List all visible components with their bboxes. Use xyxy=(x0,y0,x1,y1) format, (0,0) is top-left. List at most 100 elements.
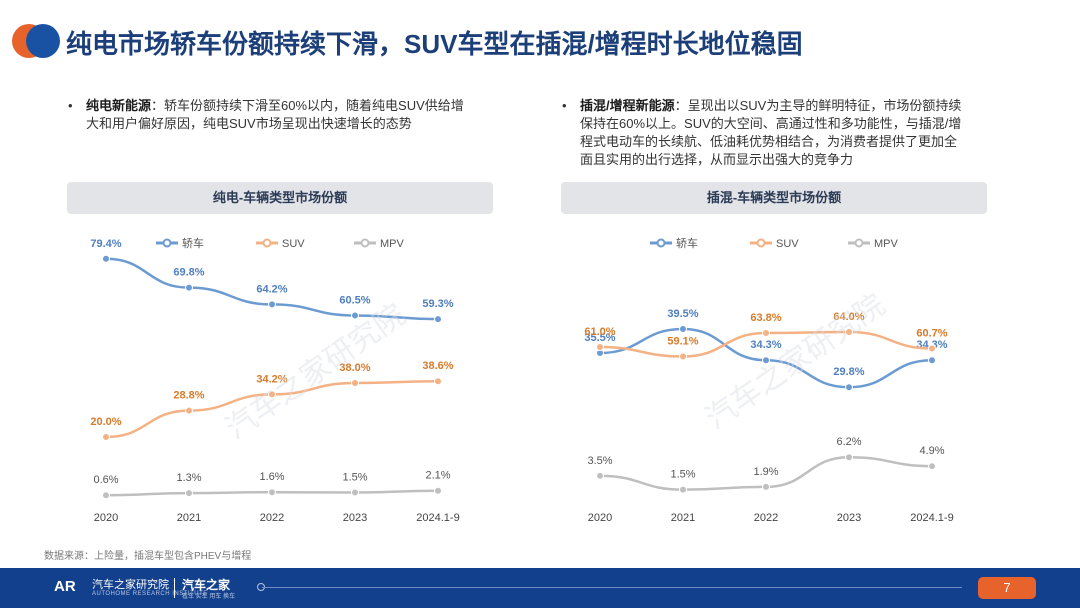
legend-label: MPV xyxy=(874,238,899,250)
left-bullet-line1: ：轿车份额持续下滑至60%以内，随着纯电SUV供给增 xyxy=(151,98,464,113)
data-point xyxy=(928,462,936,471)
data-point xyxy=(351,379,359,387)
x-tick-label: 2021 xyxy=(177,512,201,524)
data-label: 6.2% xyxy=(836,436,861,448)
legend-item-2: MPV xyxy=(354,238,405,250)
data-point xyxy=(185,406,193,415)
legend-marker-icon xyxy=(656,238,666,248)
x-tick-label: 2023 xyxy=(837,512,861,524)
data-point xyxy=(845,328,853,336)
data-label: 64.2% xyxy=(256,283,287,295)
right-bullet: • 插混/增程新能源：呈现出以SUV为主导的鲜明特征，市场份额持续 保持在60%… xyxy=(562,97,1010,169)
x-tick-label: 2021 xyxy=(671,512,695,524)
right-bullet-line1: ：呈现出以SUV为主导的鲜明特征，市场份额持续 xyxy=(674,98,962,113)
data-point xyxy=(845,383,853,392)
legend-label: 轿车 xyxy=(182,236,204,250)
data-label: 34.2% xyxy=(256,373,287,385)
data-label: 61.0% xyxy=(584,326,615,338)
page-title: 纯电市场轿车份额持续下滑，SUV车型在插混/增程时长地位稳固 xyxy=(66,29,803,59)
left-bullet-line2: 大和用户偏好原因，纯电SUV市场呈现出快速增长的态势 xyxy=(86,116,412,131)
data-label: 38.6% xyxy=(422,360,453,372)
data-point xyxy=(268,488,276,497)
legend-marker-icon xyxy=(262,238,272,248)
x-tick-label: 2022 xyxy=(754,512,778,524)
x-tick-label: 2022 xyxy=(260,512,284,524)
legend-item-0: 轿车 xyxy=(650,236,698,250)
legend-label: SUV xyxy=(282,238,305,250)
data-point xyxy=(596,471,604,480)
data-point xyxy=(434,486,442,495)
left-bullet-label: 纯电新能源 xyxy=(86,98,152,113)
legend-item-1: SUV xyxy=(750,238,799,250)
data-point xyxy=(679,352,687,361)
left-line-chart: 轿车 SUV MPV 79.4% 69.8% 64.2% 60.5% 59.3% 20.0% 28… xyxy=(90,236,459,524)
x-tick-label: 2024.1-9 xyxy=(910,512,953,524)
right-bullet-line3: 程式电动车的长续航、低油耗优势相结合，为消费者提供了更加全 xyxy=(580,134,958,149)
legend-marker-icon xyxy=(360,238,370,248)
data-source-note: 数据来源：上险量，插混车型包含PHEV与增程 xyxy=(44,551,252,562)
data-point xyxy=(268,390,276,399)
data-point xyxy=(928,344,936,353)
data-label: 59.1% xyxy=(667,336,698,348)
x-tick-label: 2020 xyxy=(94,512,118,524)
legend-label: 轿车 xyxy=(676,236,698,250)
right-bullet-label: 插混/增程新能源 xyxy=(580,98,675,113)
data-label: 28.8% xyxy=(173,390,204,402)
data-point xyxy=(185,489,193,498)
header-logo-dots xyxy=(12,24,62,60)
x-tick-label: 2024.1-9 xyxy=(416,512,459,524)
data-point xyxy=(185,283,193,292)
left-chart-title: 纯电-车辆类型市场份额 xyxy=(67,182,493,214)
data-label: 4.9% xyxy=(919,445,944,457)
data-label: 64.0% xyxy=(833,311,864,323)
data-point xyxy=(268,300,276,309)
data-point xyxy=(351,311,359,320)
footer-brand-subtitle: 看车 买车 用车 换车 xyxy=(182,594,236,600)
data-label: 63.8% xyxy=(750,312,781,324)
data-label: 39.5% xyxy=(667,308,698,320)
legend-item-0: 轿车 xyxy=(156,236,204,250)
data-point xyxy=(762,482,770,491)
x-tick-label: 2023 xyxy=(343,512,367,524)
legend-label: SUV xyxy=(776,238,799,250)
data-label: 69.8% xyxy=(173,267,204,279)
data-label: 35.5% xyxy=(584,332,615,344)
data-point xyxy=(762,329,770,337)
legend-item-1: SUV xyxy=(256,238,305,250)
footer-brand: 汽车之家 xyxy=(182,578,231,592)
legend-marker-icon xyxy=(162,238,172,248)
data-point xyxy=(928,356,936,365)
legend-label: MPV xyxy=(380,238,405,250)
data-label: 29.8% xyxy=(833,366,864,378)
data-label: 59.3% xyxy=(422,298,453,310)
data-point xyxy=(102,254,110,263)
data-label: 20.0% xyxy=(90,416,121,428)
footer-org-subtitle: AUTOHOME RESEARCH INSTITUTE xyxy=(92,591,208,597)
footer-divider xyxy=(174,578,175,598)
bullet-mark: • xyxy=(562,98,567,113)
data-label: 2.1% xyxy=(425,470,450,482)
right-bullet-line4: 面且实用的出行选择，从而显示出强大的竞争力 xyxy=(580,152,854,167)
data-point xyxy=(351,488,359,497)
data-point xyxy=(434,315,442,324)
data-point xyxy=(679,325,687,333)
right-chart-title: 插混-车辆类型市场份额 xyxy=(561,182,987,214)
data-label: 60.7% xyxy=(916,328,947,340)
data-label: 79.4% xyxy=(90,238,121,250)
data-label: 1.9% xyxy=(753,466,778,478)
footer-org-name: 汽车之家研究院 xyxy=(92,579,169,591)
data-label: 1.5% xyxy=(342,472,367,484)
right-bullet-line2: 保持在60%以上。SUV的大空间、高通过性和多功能性，与插混/增 xyxy=(580,116,962,131)
blue-circle-icon xyxy=(26,24,60,58)
data-label: 34.3% xyxy=(750,339,781,351)
data-point xyxy=(845,453,853,462)
data-point xyxy=(102,491,110,500)
legend-item-2: MPV xyxy=(848,238,899,250)
data-label: 1.5% xyxy=(670,469,695,481)
legend-marker-icon xyxy=(756,238,766,248)
data-label: 0.6% xyxy=(93,474,118,486)
bullet-mark: • xyxy=(68,98,73,113)
x-tick-label: 2020 xyxy=(588,512,612,524)
series-line-1 xyxy=(105,379,439,439)
left-bullet: • 纯电新能源：轿车份额持续下滑至60%以内，随着纯电SUV供给增 大和用户偏好… xyxy=(68,97,496,133)
